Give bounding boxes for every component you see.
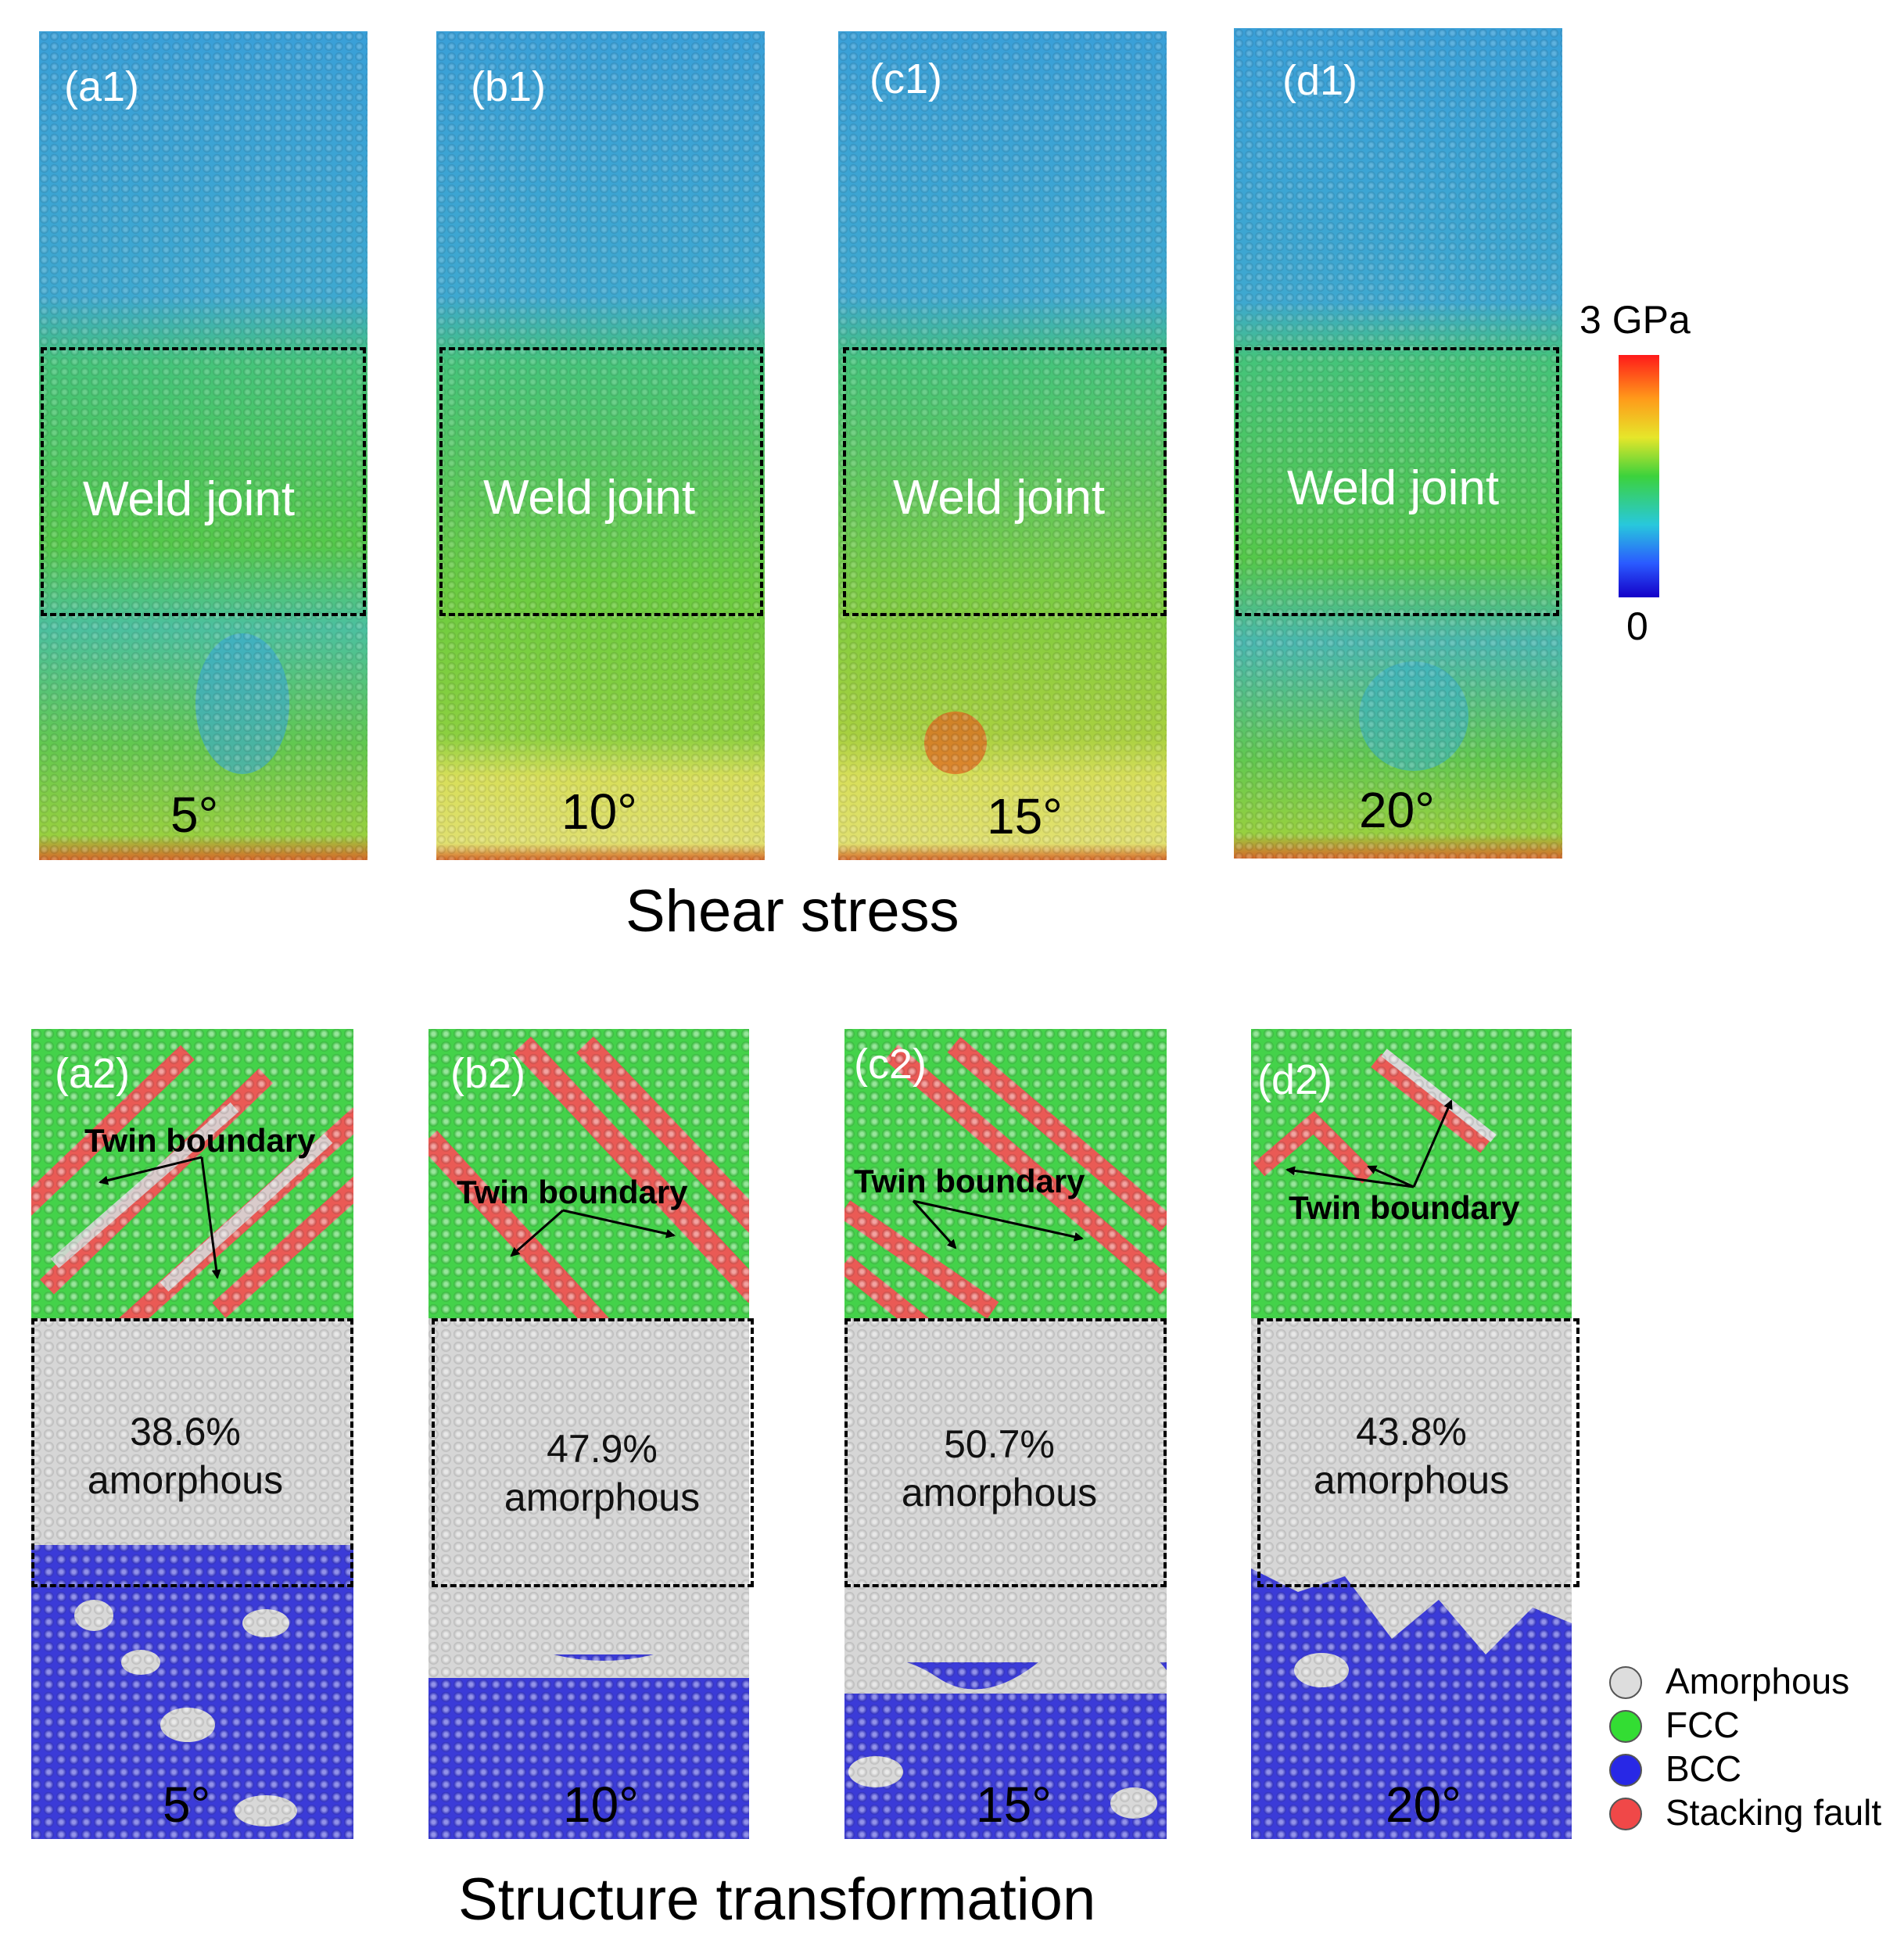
atom-texture xyxy=(1234,28,1562,859)
angle-label-b1: 10° xyxy=(561,783,637,840)
amorphous-word: amorphous xyxy=(87,1458,284,1502)
angle-label-c1: 15° xyxy=(987,788,1063,844)
colorbar xyxy=(1619,355,1659,597)
fcc-swatch xyxy=(1609,1710,1642,1743)
structure-caption: Structure transformation xyxy=(458,1866,1096,1933)
weld-joint-label-b1: Weld joint xyxy=(483,471,696,525)
stress-map-b1 xyxy=(436,31,765,860)
structure-panel-c2 xyxy=(844,1029,1167,1839)
structure-panel-b2 xyxy=(428,1029,749,1839)
colorbar-min-label: 0 xyxy=(1626,604,1648,648)
atom-texture xyxy=(844,1029,1167,1839)
weld-joint-box-d1 xyxy=(1235,347,1559,616)
weld-joint-box-b1 xyxy=(439,347,763,616)
weld-joint-box-a2 xyxy=(31,1318,353,1587)
angle-label-c2: 15° xyxy=(976,1776,1052,1833)
angle-label-a1: 5° xyxy=(170,787,219,843)
panel-label-d1: (d1) xyxy=(1282,57,1358,104)
angle-label-d2: 20° xyxy=(1386,1776,1461,1833)
stacking-fault-swatch xyxy=(1609,1798,1642,1830)
weld-joint-box-a1 xyxy=(41,347,366,616)
stress-map-c1 xyxy=(838,31,1167,860)
panel-label-b2: (b2) xyxy=(450,1050,526,1097)
amorphous-value: 50.7% xyxy=(944,1422,1055,1466)
angle-label-d1: 20° xyxy=(1359,782,1435,838)
amorphous-value: 43.8% xyxy=(1356,1410,1467,1454)
panel-label-d2: (d2) xyxy=(1257,1056,1333,1103)
panel-label-c1: (c1) xyxy=(870,56,942,102)
weld-joint-box-c1 xyxy=(843,347,1167,616)
stress-panel-d1 xyxy=(1234,28,1562,859)
atom-texture xyxy=(838,31,1167,860)
atom-texture xyxy=(1251,1029,1572,1839)
amorphous-word: amorphous xyxy=(901,1471,1098,1515)
panel-label-a2: (a2) xyxy=(55,1050,131,1097)
structure-map-b2 xyxy=(428,1029,749,1839)
stress-panel-b1 xyxy=(436,31,765,860)
legend-label: Amorphous xyxy=(1666,1661,1850,1701)
amorphous-word: amorphous xyxy=(1313,1458,1510,1502)
weld-joint-label-a1: Weld joint xyxy=(83,472,296,526)
amorphous-percent-c2: 50.7% amorphous xyxy=(870,1420,1128,1517)
stress-panel-a1 xyxy=(39,31,368,860)
stress-caption: Shear stress xyxy=(626,878,959,945)
amorphous-swatch xyxy=(1609,1666,1642,1699)
weld-joint-box-c2 xyxy=(844,1318,1167,1587)
stress-panel-c1 xyxy=(838,31,1167,860)
angle-label-b2: 10° xyxy=(563,1776,639,1833)
panel-label-a1: (a1) xyxy=(64,63,140,110)
atom-texture xyxy=(428,1029,749,1839)
colorbar-max-label: 3 GPa xyxy=(1579,298,1691,342)
weld-joint-label-c1: Weld joint xyxy=(893,471,1106,525)
legend-label: Stacking fault xyxy=(1666,1792,1882,1833)
twin-boundary-label-a2: Twin boundary xyxy=(84,1122,316,1159)
legend-label: BCC xyxy=(1666,1748,1742,1789)
amorphous-word: amorphous xyxy=(504,1475,701,1519)
weld-joint-box-d2 xyxy=(1257,1318,1579,1587)
amorphous-value: 38.6% xyxy=(130,1410,241,1454)
weld-joint-label-d1: Weld joint xyxy=(1287,461,1500,515)
structure-map-c2 xyxy=(844,1029,1167,1839)
bcc-swatch xyxy=(1609,1754,1642,1787)
twin-boundary-label-b2: Twin boundary xyxy=(457,1174,688,1210)
stress-map-a1 xyxy=(39,31,368,860)
structure-map-a2 xyxy=(31,1029,353,1839)
atom-texture xyxy=(39,31,368,860)
amorphous-value: 47.9% xyxy=(547,1427,658,1471)
twin-boundary-label-c2: Twin boundary xyxy=(854,1163,1085,1199)
amorphous-percent-d2: 43.8% amorphous xyxy=(1282,1407,1540,1504)
amorphous-percent-a2: 38.6% amorphous xyxy=(56,1407,314,1504)
structure-panel-a2 xyxy=(31,1029,353,1839)
twin-boundary-label-d2: Twin boundary xyxy=(1289,1189,1520,1226)
amorphous-percent-b2: 47.9% amorphous xyxy=(473,1425,731,1522)
panel-label-c2: (c2) xyxy=(854,1041,927,1088)
legend-label: FCC xyxy=(1666,1705,1740,1745)
panel-label-b1: (b1) xyxy=(471,63,547,110)
weld-joint-box-b2 xyxy=(432,1318,754,1587)
angle-label-a2: 5° xyxy=(163,1776,211,1833)
atom-texture xyxy=(436,31,765,860)
stress-map-d1 xyxy=(1234,28,1562,859)
